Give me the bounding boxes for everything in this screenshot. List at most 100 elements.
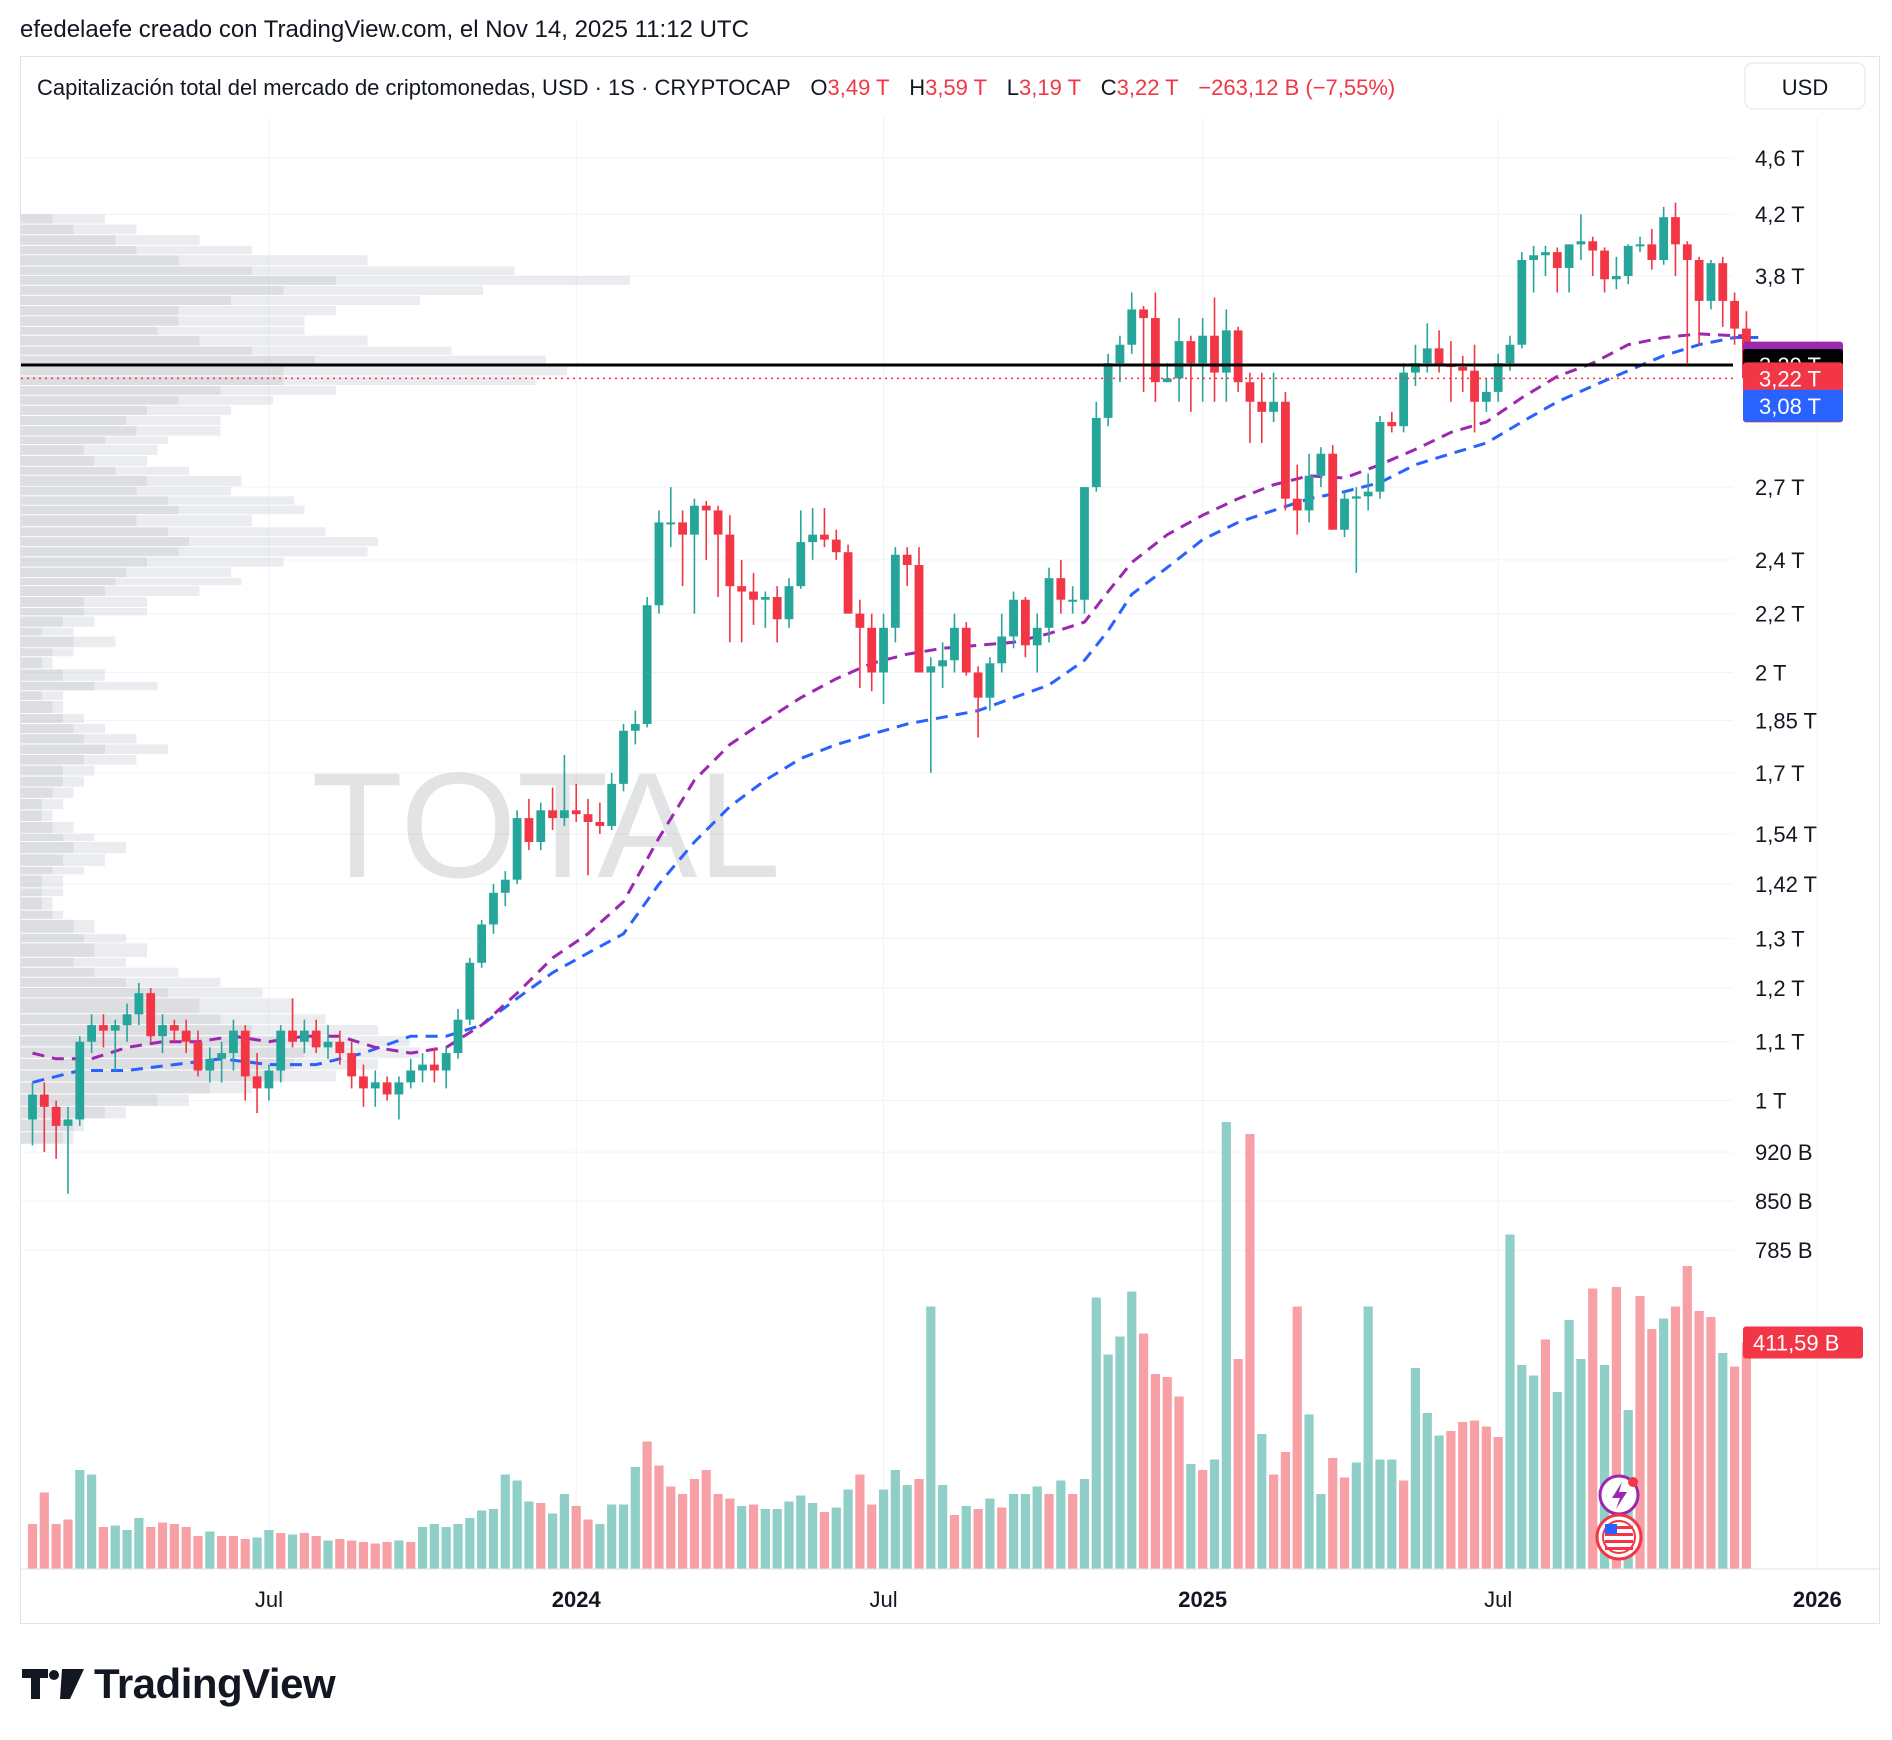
candle-body[interactable] — [654, 522, 664, 606]
candle-body[interactable] — [1470, 370, 1479, 402]
candle-body[interactable] — [134, 993, 144, 1015]
candle-body[interactable] — [1221, 330, 1231, 373]
candle-body[interactable] — [1091, 417, 1101, 488]
candle-body[interactable] — [1718, 263, 1728, 301]
candle-body[interactable] — [1351, 496, 1361, 499]
candle-body[interactable] — [1115, 344, 1125, 364]
candle-body[interactable] — [1505, 344, 1515, 364]
candles[interactable] — [28, 202, 1751, 1194]
candle-body[interactable] — [477, 924, 487, 963]
candle-body[interactable] — [1233, 330, 1243, 383]
candle-body[interactable] — [1162, 378, 1172, 383]
candle-body[interactable] — [950, 627, 959, 661]
candle-body[interactable] — [1080, 487, 1089, 600]
candle-body[interactable] — [725, 534, 735, 587]
candle-body[interactable] — [820, 534, 829, 540]
candle-body[interactable] — [512, 818, 522, 880]
candle-body[interactable] — [1481, 391, 1491, 402]
candle-body[interactable] — [737, 586, 747, 592]
candle-body[interactable] — [489, 892, 498, 925]
currency-button[interactable]: USD — [1744, 62, 1866, 110]
candle-body[interactable] — [1600, 250, 1609, 280]
candle-body[interactable] — [1552, 252, 1562, 268]
candle-body[interactable] — [713, 510, 723, 535]
candle-body[interactable] — [855, 613, 865, 628]
candle-body[interactable] — [1292, 498, 1302, 511]
candle-body[interactable] — [678, 522, 687, 535]
candle-body[interactable] — [548, 810, 557, 819]
candle-body[interactable] — [63, 1119, 73, 1126]
candle-body[interactable] — [571, 810, 581, 815]
candle-body[interactable] — [690, 505, 699, 535]
chart-canvas[interactable]: TOTAL 4,6 T 4,2 T 3,8 T 2,7 T 2,4 T 2,2 T 2 T 1… — [21, 57, 1879, 1623]
candle-body[interactable] — [1564, 244, 1574, 268]
flash-icon[interactable] — [1598, 1474, 1640, 1516]
candle-body[interactable] — [500, 879, 510, 893]
candle-body[interactable] — [1068, 599, 1078, 602]
flash-icon-bolt[interactable] — [1612, 1482, 1627, 1509]
currency-button-label[interactable]: USD — [1782, 75, 1828, 100]
candle-body[interactable] — [701, 505, 711, 511]
candle-body[interactable] — [1151, 318, 1160, 383]
candle-body[interactable] — [961, 627, 971, 673]
candle-body[interactable] — [560, 810, 569, 819]
candle-body[interactable] — [1363, 491, 1373, 497]
candle-body[interactable] — [87, 1025, 96, 1042]
candle-body[interactable] — [1647, 244, 1657, 260]
candle-body[interactable] — [1682, 244, 1692, 260]
candle-body[interactable] — [973, 672, 983, 698]
candle-body[interactable] — [1304, 475, 1314, 511]
candle-body[interactable] — [299, 1030, 309, 1042]
candle-body[interactable] — [240, 1030, 250, 1077]
candle-body[interactable] — [1269, 401, 1278, 412]
candle-body[interactable] — [1328, 453, 1338, 530]
candle-body[interactable] — [642, 605, 652, 724]
candle-body[interactable] — [335, 1041, 345, 1054]
candle-body[interactable] — [1044, 578, 1054, 628]
candle-body[interactable] — [890, 554, 900, 628]
candle-body[interactable] — [1399, 372, 1409, 427]
candle-body[interactable] — [1493, 363, 1503, 392]
candle-body[interactable] — [359, 1076, 368, 1089]
candle-body[interactable] — [985, 663, 995, 698]
tradingview-logo[interactable]: TradingView — [22, 1660, 336, 1708]
candle-body[interactable] — [997, 636, 1007, 664]
candle-body[interactable] — [28, 1094, 37, 1120]
candle-body[interactable] — [441, 1053, 451, 1071]
candle-body[interactable] — [418, 1064, 427, 1071]
candle-body[interactable] — [465, 962, 475, 1020]
candle-body[interactable] — [169, 1025, 179, 1031]
candle-body[interactable] — [524, 818, 534, 842]
candle-body[interactable] — [630, 723, 640, 731]
candle-body[interactable] — [229, 1030, 238, 1054]
candle-body[interactable] — [583, 814, 593, 823]
candle-body[interactable] — [1020, 599, 1030, 646]
candle-body[interactable] — [1387, 422, 1397, 427]
candle-body[interactable] — [1103, 363, 1113, 418]
candle-body[interactable] — [1541, 252, 1550, 256]
candle-body[interactable] — [276, 1030, 286, 1071]
candle-body[interactable] — [193, 1041, 203, 1071]
candle-body[interactable] — [1529, 255, 1539, 260]
candle-body[interactable] — [1056, 578, 1066, 600]
candle-body[interactable] — [619, 730, 628, 784]
candle-body[interactable] — [1730, 300, 1739, 329]
candle-body[interactable] — [1210, 335, 1219, 373]
candle-body[interactable] — [347, 1053, 357, 1077]
candle-body[interactable] — [1316, 453, 1326, 476]
candle-body[interactable] — [1517, 259, 1527, 345]
candle-body[interactable] — [429, 1064, 439, 1071]
candle-body[interactable] — [879, 627, 888, 673]
candle-body[interactable] — [1411, 363, 1420, 373]
candle-body[interactable] — [595, 822, 605, 826]
candle-body[interactable] — [370, 1082, 380, 1089]
candle-body[interactable] — [99, 1025, 108, 1031]
price-axis[interactable]: 4,6 T 4,2 T 3,8 T 2,7 T 2,4 T 2,2 T 2 T 1,85 T 1… — [1755, 146, 1817, 1263]
candle-body[interactable] — [264, 1070, 274, 1089]
candle-body[interactable] — [1174, 341, 1184, 379]
candle-body[interactable] — [122, 1014, 132, 1026]
candle-body[interactable] — [1611, 276, 1621, 280]
candle-body[interactable] — [1671, 217, 1680, 245]
candle-body[interactable] — [1576, 241, 1586, 245]
candle-body[interactable] — [772, 596, 782, 620]
